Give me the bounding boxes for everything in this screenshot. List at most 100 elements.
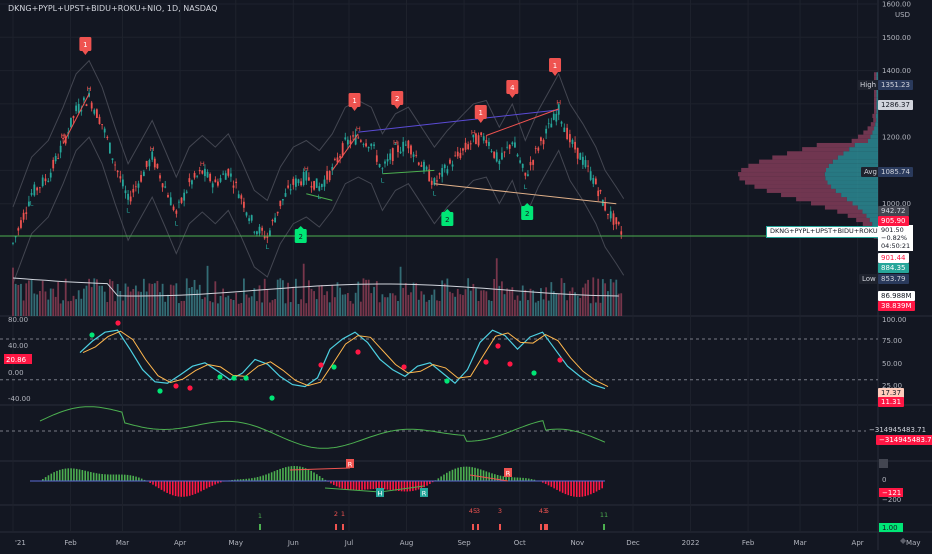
histogram-bar	[113, 475, 115, 481]
volume-profile-bar	[876, 110, 878, 114]
histogram-bar	[56, 471, 58, 481]
volume-profile-bar	[745, 180, 827, 184]
histogram-bar	[474, 468, 476, 481]
volume-bar	[106, 302, 108, 316]
histogram-bar	[553, 481, 555, 488]
candle-body	[326, 171, 328, 180]
candle-body	[300, 181, 302, 185]
candle-body	[191, 180, 193, 184]
volume-bar	[157, 281, 159, 316]
histogram-bar	[87, 471, 89, 481]
volume-bar	[431, 295, 433, 316]
histogram-bar	[358, 481, 360, 490]
signal-bar	[335, 524, 337, 530]
volume-bar	[550, 282, 552, 316]
candle-body	[509, 145, 511, 149]
candle-body	[127, 194, 129, 200]
volume-bar	[563, 283, 565, 316]
price-tick-label: 1400.00	[882, 67, 911, 75]
time-tick-label: '21	[15, 539, 26, 547]
histogram-bar	[469, 467, 471, 481]
volume-profile-bar	[856, 218, 870, 222]
time-tick-label: Aug	[400, 539, 414, 547]
volume-profile-bar	[767, 189, 836, 193]
histogram-bar	[421, 481, 423, 488]
volume-bar	[45, 291, 47, 316]
volume-bar	[235, 293, 237, 316]
volume-bar	[517, 295, 519, 316]
candle-body	[610, 211, 612, 218]
histogram-bar	[579, 481, 581, 497]
price-marker-value: 942.72	[878, 206, 909, 216]
pivot-high-label: 2	[395, 95, 399, 103]
volume-bar	[292, 287, 294, 316]
candle-body	[524, 173, 526, 176]
candle-body	[212, 183, 214, 187]
time-tick-label: Oct	[514, 539, 526, 547]
histogram-bar	[282, 468, 284, 481]
histogram-bar	[514, 477, 516, 481]
candle-body	[452, 164, 454, 166]
signal-bar	[546, 524, 548, 530]
volume-bar	[446, 279, 448, 316]
volume-bar	[175, 283, 177, 316]
volume-bar	[122, 301, 124, 316]
pivot-low-pointer	[298, 226, 304, 229]
candle-body	[387, 159, 389, 161]
histogram-value: −121	[882, 489, 901, 497]
candle-body	[146, 161, 148, 167]
histogram-bar	[593, 481, 595, 493]
volume-bar	[269, 303, 271, 316]
stoch-cross-dot	[331, 364, 336, 369]
volume-bar	[587, 280, 589, 316]
volume-bar	[537, 301, 539, 316]
candle-body	[423, 162, 425, 172]
histogram-bar	[132, 476, 134, 481]
volume-bar	[548, 301, 550, 316]
volume-bar	[620, 293, 622, 316]
volume-bar	[15, 284, 17, 316]
histogram-bar	[562, 481, 564, 493]
candle-body	[405, 145, 407, 146]
volume-bar	[475, 288, 477, 316]
volume-profile-bar	[837, 210, 862, 214]
volume-bar	[574, 292, 576, 316]
candle-body	[553, 114, 555, 120]
histogram-bar	[406, 481, 408, 491]
volume-bar	[246, 294, 248, 316]
avg-value: 1085.74	[878, 167, 913, 177]
candle-body	[253, 232, 255, 233]
candle-body	[272, 220, 274, 221]
histogram-bar	[443, 475, 445, 481]
candle-body	[277, 212, 279, 214]
price-tick-label: 1500.00	[882, 34, 911, 42]
volume-bar	[331, 285, 333, 316]
histogram-bar	[460, 467, 462, 481]
candle-body	[413, 154, 415, 157]
volume-bar	[545, 287, 547, 316]
histogram-bar	[350, 481, 352, 490]
volume-bar	[480, 290, 482, 316]
candle-body	[23, 213, 25, 220]
volume-bar	[227, 296, 229, 316]
volume-bar	[146, 292, 148, 316]
volume-bar	[329, 302, 331, 316]
volume-profile-bar	[870, 218, 878, 222]
histogram-bar	[367, 481, 369, 489]
volume-bar	[277, 280, 279, 316]
swing-high-letter: H	[556, 99, 561, 107]
histogram-bar	[76, 469, 78, 481]
histogram-bar	[409, 481, 411, 491]
candle-body	[282, 199, 284, 200]
histogram-bar	[313, 472, 315, 481]
candle-body	[496, 152, 498, 161]
volume-bar	[415, 283, 417, 316]
candle-body	[91, 103, 93, 109]
histogram-bar	[457, 468, 459, 481]
high-value: 1351.23	[878, 80, 913, 90]
histogram-bar	[166, 481, 168, 493]
candle-body	[347, 140, 349, 145]
candle-body	[595, 179, 597, 185]
